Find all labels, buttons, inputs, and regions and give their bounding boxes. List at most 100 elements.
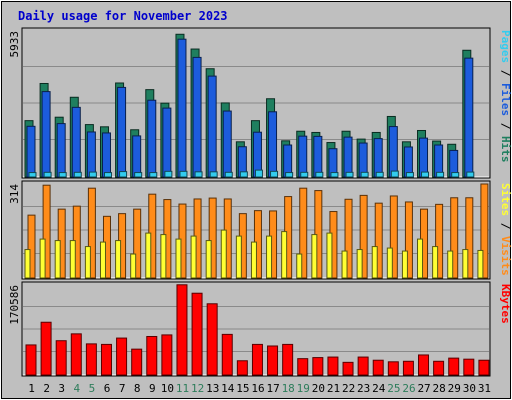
kbytes-bar — [433, 360, 445, 376]
sites-bar — [160, 234, 167, 279]
x-tick-label: 11 — [176, 382, 189, 395]
x-tick-label: 19 — [297, 382, 310, 395]
sites-bar — [130, 253, 137, 279]
kbytes-bar — [418, 354, 430, 376]
pages-bar — [164, 170, 173, 178]
kbytes-bar — [478, 359, 490, 376]
x-tick-label: 13 — [206, 382, 219, 395]
files-bar — [222, 110, 232, 178]
sites-bar — [296, 253, 303, 279]
pages-bar — [315, 171, 324, 178]
pages-bar — [375, 171, 384, 178]
files-bar — [192, 56, 202, 178]
sites-bar — [235, 235, 242, 279]
kbytes-bar — [297, 358, 309, 376]
panel-2-legend: Sites / Visits — [499, 183, 512, 276]
sites-bar — [69, 240, 76, 279]
kbytes-bar — [251, 343, 263, 376]
sites-bar — [401, 250, 408, 279]
kbytes-bar — [85, 343, 97, 376]
sites-bar — [250, 241, 257, 279]
legend-hits: Hits — [499, 136, 512, 163]
files-bar — [41, 91, 51, 178]
files-bar — [388, 126, 398, 178]
kbytes-bar — [387, 361, 399, 376]
files-bar — [419, 137, 429, 178]
kbytes-bar — [176, 284, 188, 376]
pages-bar — [88, 171, 97, 178]
visits-bar — [42, 184, 51, 279]
pages-bar — [209, 171, 218, 178]
x-tick-label: 31 — [478, 382, 491, 395]
files-bar — [132, 135, 142, 178]
files-bar — [86, 131, 96, 178]
pages-bar — [345, 171, 354, 178]
files-bar — [101, 132, 111, 178]
files-bar — [207, 75, 217, 178]
sites-bar — [356, 249, 363, 279]
x-tick-label: 12 — [191, 382, 204, 395]
legend-separator: / — [499, 63, 512, 83]
kbytes-bar — [25, 344, 37, 376]
x-tick-label: 24 — [372, 382, 386, 395]
visits-bar — [480, 183, 489, 279]
visits-bar — [435, 203, 444, 279]
kbytes-bar — [282, 343, 294, 376]
visits-bar — [374, 202, 383, 279]
kbytes-bar — [327, 356, 339, 376]
sites-bar — [341, 250, 348, 279]
x-tick-label: 28 — [433, 382, 446, 395]
pages-bar — [466, 171, 475, 178]
x-tick-label: 10 — [161, 382, 174, 395]
pages-bar — [285, 172, 294, 178]
pages-bar — [194, 171, 203, 178]
files-bar — [147, 99, 157, 178]
visits-bar — [450, 197, 459, 279]
x-tick-label: 25 — [387, 382, 400, 395]
panel-2: 314 Sites / Visits — [8, 180, 512, 280]
legend-kbytes: KBytes — [499, 284, 512, 324]
pages-bar — [224, 171, 233, 178]
sites-bar — [190, 235, 197, 279]
x-tick-label: 18 — [282, 382, 295, 395]
kbytes-bar — [342, 361, 354, 376]
visits-bar — [344, 198, 353, 279]
pages-bar — [28, 172, 37, 178]
kbytes-bar — [357, 356, 369, 376]
files-bar — [162, 107, 172, 178]
sites-bar — [417, 238, 424, 279]
x-tick-label: 5 — [89, 382, 96, 395]
kbytes-bar — [161, 334, 173, 376]
pages-bar — [405, 172, 414, 178]
sites-bar — [311, 234, 318, 279]
visits-bar — [27, 214, 36, 279]
files-bar — [26, 125, 36, 178]
pages-bar — [149, 172, 158, 178]
sites-bar — [220, 229, 227, 279]
x-tick-label: 4 — [74, 382, 81, 395]
kbytes-bar — [70, 333, 82, 376]
visits-bar — [299, 187, 308, 279]
x-tick-label: 6 — [104, 382, 111, 395]
x-tick-label: 14 — [221, 382, 235, 395]
x-tick-label: 16 — [251, 382, 264, 395]
visits-bar — [404, 201, 413, 279]
x-tick-label: 26 — [402, 382, 415, 395]
sites-bar — [326, 232, 333, 279]
x-tick-label: 3 — [58, 382, 65, 395]
files-bar — [177, 38, 187, 178]
x-tick-label: 21 — [327, 382, 340, 395]
sites-bar — [432, 246, 439, 279]
x-tick-label: 15 — [236, 382, 249, 395]
kbytes-bar — [55, 340, 67, 376]
x-axis-day-labels: 1 2 3 4 5 6 7 8 9 10 11 12 13 14 15 16 17 18 19 20 21 22 23 24 2… — [28, 382, 491, 395]
sites-bar — [145, 232, 152, 279]
pages-bar — [270, 170, 279, 178]
sites-bar — [39, 238, 46, 279]
kbytes-bar — [236, 360, 248, 376]
files-bar — [71, 106, 81, 178]
panel-1-legend: Pages / Files / Hits — [499, 30, 512, 163]
sites-bar — [462, 249, 469, 279]
files-bar — [343, 136, 353, 178]
x-tick-label: 30 — [463, 382, 476, 395]
